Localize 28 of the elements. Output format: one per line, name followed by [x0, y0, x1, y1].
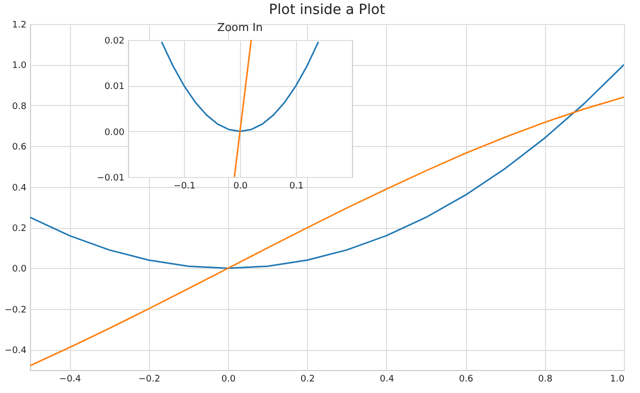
y-tick-label: 0.2 — [12, 224, 26, 234]
chart-title: Plot inside a Plot — [268, 2, 386, 18]
x-tick-label: −0.4 — [59, 374, 82, 384]
x-tick-label: −0.2 — [138, 374, 160, 384]
line-series — [160, 41, 320, 132]
chart-title: Zoom In — [217, 21, 263, 34]
x-tick-label: 0.0 — [221, 374, 236, 384]
y-tick-label: 0.00 — [104, 128, 125, 138]
x-tick-label: 0.0 — [233, 182, 248, 192]
x-tick-label: −0.1 — [174, 182, 196, 192]
x-tick-label: 0.4 — [380, 374, 394, 384]
y-tick-label: 1.2 — [12, 20, 26, 30]
line-series — [30, 64, 624, 269]
y-tick-label: 0.8 — [12, 102, 27, 112]
y-tick-label: 0.0 — [12, 264, 27, 275]
x-tick-label: 0.8 — [538, 374, 553, 384]
y-tick-label: −0.4 — [4, 346, 27, 356]
x-tick-label: 0.2 — [300, 374, 315, 384]
x-tick-label: 0.6 — [458, 374, 474, 384]
y-tick-label: 0.01 — [104, 82, 124, 92]
y-tick-label: 0.6 — [12, 142, 27, 153]
y-tick-label: 1.0 — [12, 61, 27, 72]
x-tick-label: 1.0 — [610, 374, 625, 384]
y-tick-label: 0.02 — [104, 36, 124, 46]
y-tick-label: −0.01 — [96, 174, 124, 184]
x-tick-label: 0.1 — [289, 182, 304, 192]
y-tick-label: −0.2 — [4, 305, 26, 316]
line-series — [30, 96, 624, 366]
